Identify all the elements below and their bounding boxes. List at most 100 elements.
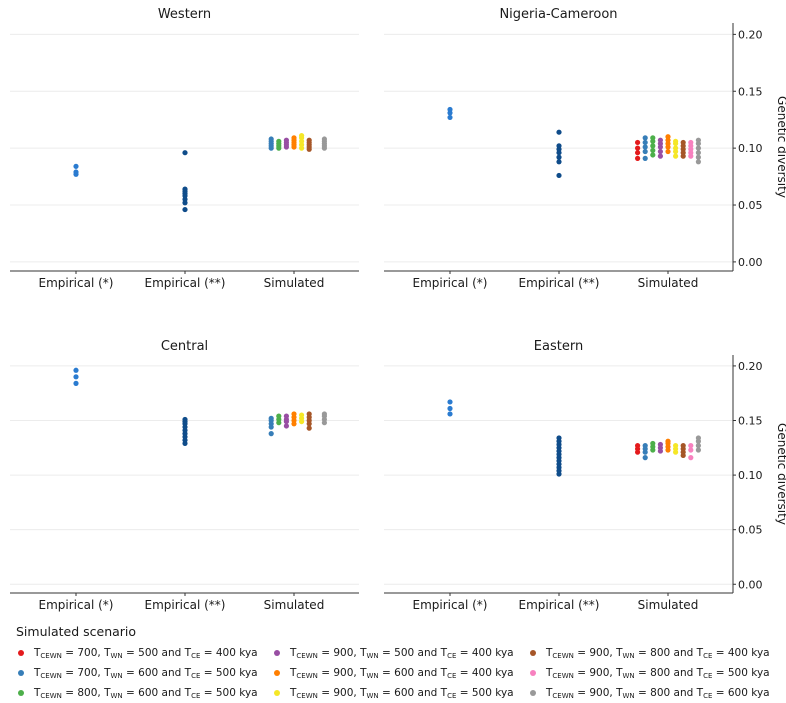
legend-value-wn: 600 [138, 686, 159, 699]
legend-dot [18, 690, 24, 696]
point-simulated-scenario-2 [642, 155, 648, 161]
point-simulated-scenario-2 [642, 443, 648, 449]
point-simulated-scenario-2 [642, 139, 648, 146]
y-axis-label: Genetic diversity [775, 423, 786, 525]
point-empirical-double-star [182, 150, 188, 156]
x-tick-label: Simulated [638, 276, 699, 290]
point-simulated-scenario-4 [657, 148, 664, 155]
legend-item: TCEWN = 900, TWN = 800 and TCE = 600 kya [530, 683, 786, 703]
y-tick-label: 0.10 [738, 469, 763, 482]
legend-value-ce: 500 [727, 666, 748, 679]
panel-eastern: Eastern Empirical (*) Empirical (**) Simula… [384, 339, 786, 612]
point-simulated-scenario-8 [688, 139, 694, 146]
point-simulated-scenario-9 [695, 137, 702, 143]
legend-dot [18, 670, 24, 676]
x-tick-label: Simulated [638, 598, 699, 612]
point-empirical-star [73, 374, 79, 380]
x-tick-label: Empirical (**) [145, 276, 226, 290]
legend-label: TCEWN = 900, TWN = 800 and TCE = 600 kya [546, 686, 770, 700]
point-simulated-scenario-2 [642, 455, 648, 461]
x-tick-label: Empirical (*) [39, 276, 114, 290]
point-simulated-scenario-7 [680, 443, 686, 449]
legend-label: TCEWN = 900, TWN = 800 and TCE = 500 kya [546, 666, 770, 680]
y-tick-label: 0.15 [738, 415, 763, 428]
legend-dot [530, 650, 536, 656]
legend-value-wn: 500 [394, 646, 415, 659]
legend-label: TCEWN = 900, TWN = 800 and TCE = 400 kya [546, 646, 770, 660]
legend-value-ce: 400 [215, 646, 236, 659]
point-simulated-scenario-3 [650, 143, 656, 149]
legend-dot [530, 670, 536, 676]
point-empirical-double-star [556, 172, 562, 179]
legend-item: TCEWN = 700, TWN = 600 and TCE = 500 kya [18, 663, 274, 683]
x-tick-label: Simulated [264, 598, 325, 612]
point-simulated-scenario-1 [635, 139, 641, 146]
point-empirical-double-star [182, 186, 188, 192]
point-empirical-star [447, 405, 453, 412]
legend-item: TCEWN = 900, TWN = 600 and TCE = 500 kya [274, 683, 530, 703]
point-simulated-scenario-1 [635, 150, 641, 156]
y-tick-label: 0.15 [738, 85, 763, 98]
point-simulated-scenario-3 [650, 147, 656, 154]
legend-value-cewn: 800 [77, 686, 98, 699]
point-simulated-scenario-2 [642, 148, 648, 155]
legend-value-wn: 800 [650, 686, 671, 699]
point-simulated-scenario-5 [665, 134, 671, 140]
point-simulated-scenario-4 [283, 423, 289, 429]
legend-value-cewn: 900 [333, 666, 354, 679]
legend-dot [530, 690, 536, 696]
point-simulated-scenario-6 [299, 133, 305, 139]
legend-value-wn: 600 [394, 666, 415, 679]
point-simulated-scenario-2 [268, 136, 274, 142]
point-simulated-scenario-6 [673, 145, 679, 151]
legend-value-ce: 400 [471, 646, 492, 659]
legend: Simulated scenario TCEWN = 700, TWN = 50… [16, 624, 786, 702]
point-simulated-scenario-3 [650, 440, 656, 447]
point-simulated-scenario-7 [680, 139, 686, 146]
point-simulated-scenario-2 [268, 431, 274, 437]
legend-value-wn: 500 [138, 646, 159, 659]
legend-value-cewn: 700 [77, 646, 98, 659]
legend-value-wn: 600 [138, 666, 159, 679]
legend-item: TCEWN = 900, TWN = 500 and TCE = 400 kya [274, 643, 530, 663]
legend-value-ce: 500 [215, 686, 236, 699]
panel-title: Central [161, 339, 208, 354]
point-simulated-scenario-5 [665, 148, 671, 155]
y-tick-label: 0.20 [738, 28, 763, 41]
point-empirical-double-star [182, 206, 188, 213]
point-simulated-scenario-4 [657, 137, 664, 143]
point-simulated-scenario-2 [642, 144, 648, 150]
point-simulated-scenario-8 [688, 455, 694, 461]
legend-value-wn: 600 [394, 686, 415, 699]
legend-value-ce: 500 [471, 686, 492, 699]
point-simulated-scenario-3 [650, 135, 656, 141]
legend-item: TCEWN = 700, TWN = 500 and TCE = 400 kya [18, 643, 274, 663]
legend-value-ce: 400 [727, 646, 748, 659]
legend-dot [274, 650, 280, 656]
point-simulated-scenario-9 [695, 447, 702, 453]
point-simulated-scenario-9 [695, 150, 702, 156]
point-simulated-scenario-2 [268, 415, 274, 421]
point-empirical-double-star [556, 154, 562, 160]
point-empirical-star [73, 163, 79, 169]
x-tick-label: Empirical (**) [145, 598, 226, 612]
point-simulated-scenario-7 [306, 137, 312, 143]
point-empirical-star [73, 380, 79, 386]
point-simulated-scenario-9 [695, 435, 702, 441]
x-tick-label: Empirical (*) [413, 276, 488, 290]
legend-value-ce: 600 [727, 686, 748, 699]
point-simulated-scenario-6 [673, 443, 679, 449]
x-tick-label: Empirical (*) [39, 598, 114, 612]
point-simulated-scenario-4 [283, 137, 289, 143]
x-tick-label: Empirical (**) [519, 276, 600, 290]
panel-western: Western Empirical (*) Empirical (**) Simula… [10, 7, 359, 290]
point-simulated-scenario-9 [321, 411, 327, 417]
legend-item: TCEWN = 900, TWN = 800 and TCE = 500 kya [530, 663, 786, 683]
legend-dot [274, 690, 280, 696]
y-tick-label: 0.00 [738, 578, 763, 591]
legend-value-cewn: 900 [589, 646, 610, 659]
point-simulated-scenario-9 [695, 154, 702, 160]
point-simulated-scenario-5 [665, 438, 671, 444]
point-simulated-scenario-9 [695, 159, 702, 165]
